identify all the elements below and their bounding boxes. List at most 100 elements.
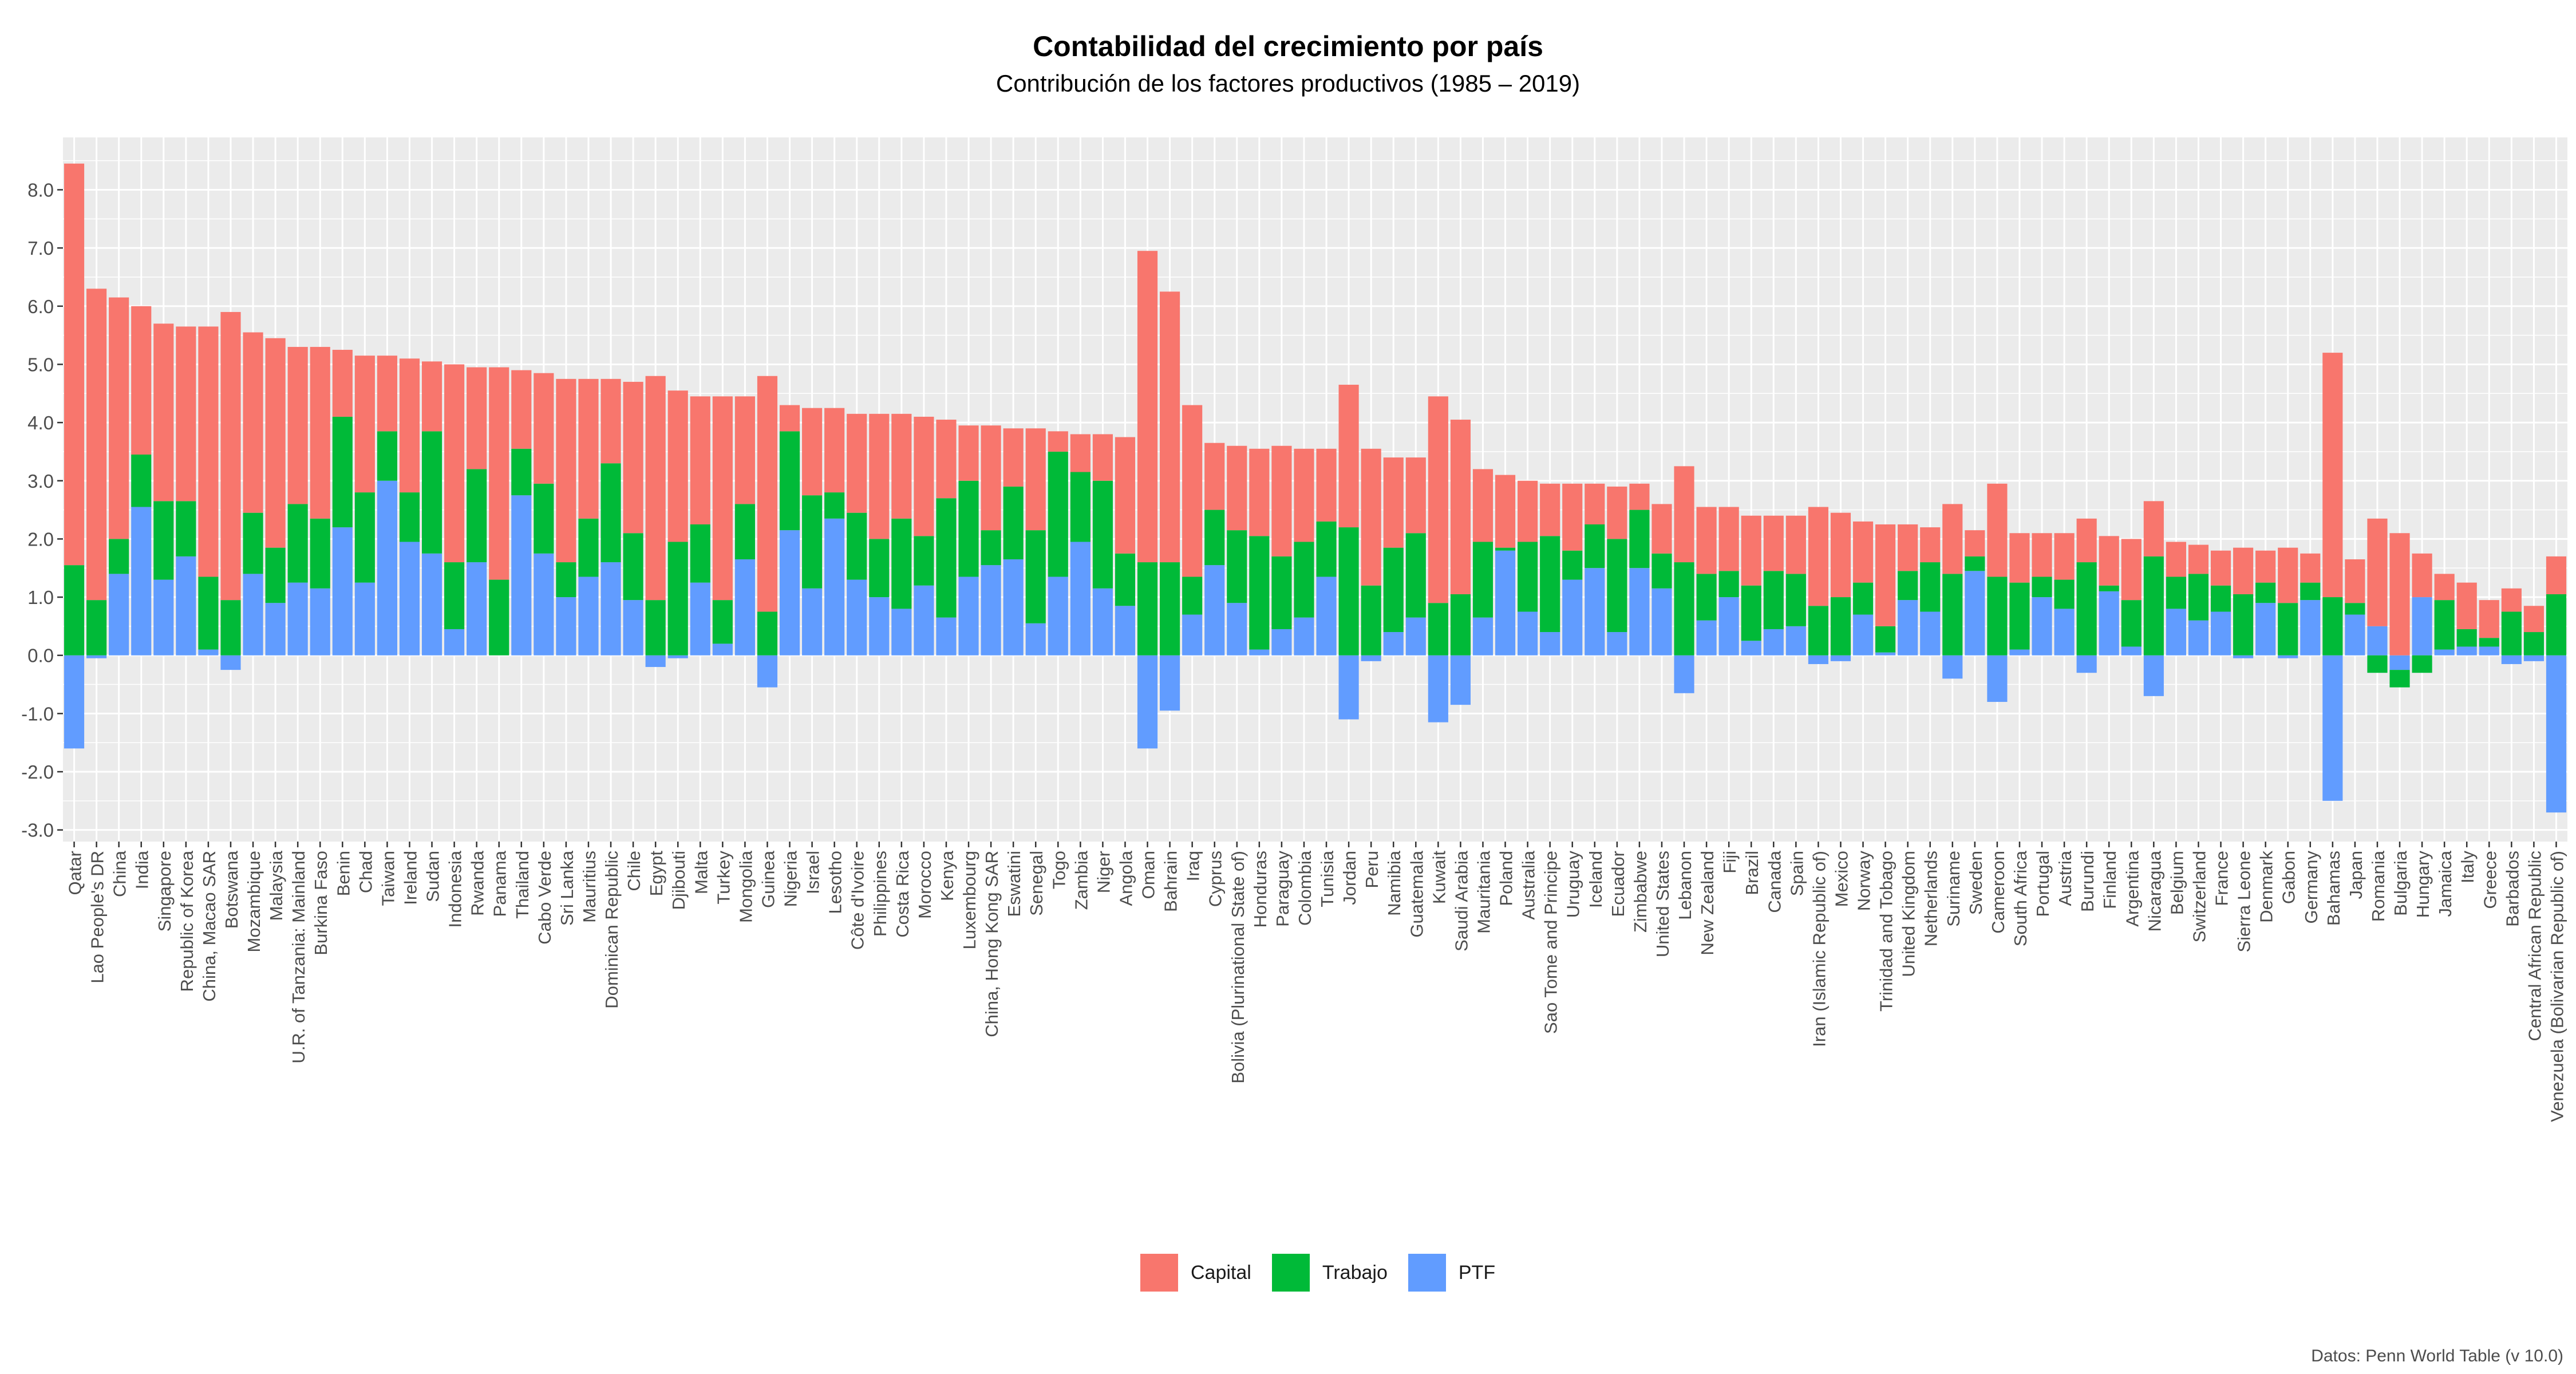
bar-trabajo-60 (1405, 533, 1426, 618)
x-tick-label: Finland (2100, 851, 2120, 909)
bar-trabajo-46 (1092, 480, 1113, 589)
bar-trabajo-44 (1048, 451, 1068, 577)
y-tick-label: 4.0 (27, 412, 54, 433)
bar-trabajo-104 (2389, 670, 2410, 688)
bar-capital-49 (1160, 291, 1180, 563)
bar-trabajo-13 (354, 492, 375, 583)
bar-capital-38 (914, 416, 934, 536)
bar-ptf-73 (1696, 620, 1717, 656)
bar-capital-109 (2501, 588, 2522, 612)
bar-capital-58 (1361, 448, 1381, 586)
bar-trabajo-3 (131, 455, 152, 507)
bar-trabajo-33 (802, 495, 823, 589)
bar-ptf-97 (2233, 655, 2254, 658)
bar-trabajo-24 (600, 463, 621, 563)
bar-capital-23 (578, 378, 599, 519)
x-tick-label: Kuwait (1429, 851, 1449, 904)
bar-capital-75 (1741, 515, 1761, 586)
bar-capital-77 (1785, 515, 1806, 574)
bar-capital-37 (891, 413, 912, 519)
bar-capital-104 (2389, 533, 2410, 656)
bar-capital-18 (467, 367, 487, 469)
bar-trabajo-95 (2188, 574, 2209, 621)
x-tick-label: Bulgaria (2391, 850, 2411, 915)
bar-ptf-27 (667, 655, 688, 658)
bar-ptf-17 (444, 629, 465, 656)
bar-capital-54 (1271, 445, 1292, 556)
bar-trabajo-35 (847, 512, 867, 580)
bar-capital-81 (1875, 524, 1896, 626)
bar-trabajo-29 (712, 600, 733, 644)
bar-capital-28 (690, 396, 710, 524)
legend-key-ptf (1408, 1254, 1446, 1292)
bar-trabajo-37 (891, 518, 912, 609)
x-tick-label: Djibouti (669, 851, 689, 910)
bar-ptf-95 (2188, 620, 2209, 656)
bar-trabajo-89 (2054, 579, 2075, 609)
bar-ptf-67 (1562, 579, 1583, 656)
bars (64, 163, 2567, 813)
x-tick-label: Burkina Faso (311, 851, 331, 956)
bar-trabajo-22 (556, 562, 576, 598)
bar-capital-101 (2322, 353, 2343, 598)
bar-trabajo-19 (489, 579, 509, 656)
bar-trabajo-32 (779, 431, 800, 531)
x-tick-label: Uruguay (1563, 851, 1583, 918)
bar-ptf-50 (1182, 614, 1203, 656)
bar-capital-9 (265, 338, 286, 548)
x-tick-label: Peru (1362, 851, 1382, 888)
bar-ptf-66 (1540, 632, 1560, 656)
bar-ptf-0 (64, 655, 85, 749)
bar-capital-90 (2076, 518, 2097, 563)
bar-trabajo-108 (2479, 638, 2499, 647)
x-tick-label: Switzerland (2189, 851, 2209, 942)
bar-capital-89 (2054, 533, 2075, 580)
bar-trabajo-17 (444, 562, 465, 629)
bar-capital-72 (1674, 466, 1694, 563)
x-tick-label: Nigeria (781, 850, 801, 907)
bar-trabajo-2 (109, 539, 129, 574)
bar-trabajo-82 (1898, 571, 1918, 601)
bar-trabajo-25 (623, 533, 643, 601)
x-tick-label: Iraq (1183, 851, 1203, 881)
bar-trabajo-56 (1316, 521, 1337, 577)
bar-ptf-12 (332, 527, 353, 656)
bar-trabajo-42 (1003, 486, 1024, 559)
bar-trabajo-66 (1540, 536, 1560, 633)
bar-ptf-37 (891, 609, 912, 656)
bar-capital-57 (1338, 385, 1359, 528)
x-tick-label: United States (1653, 851, 1673, 957)
x-tick-label: Belgium (2167, 851, 2187, 915)
bar-ptf-63 (1472, 617, 1494, 656)
bar-trabajo-41 (981, 530, 1001, 566)
bar-ptf-53 (1249, 649, 1270, 656)
bar-ptf-88 (2032, 597, 2052, 656)
x-tick-label: South Africa (2010, 850, 2030, 946)
bar-capital-46 (1092, 434, 1113, 481)
x-tick-label: Dominican Republic (602, 851, 622, 1009)
bar-trabajo-26 (645, 600, 666, 656)
x-tick-label: Lesotho (825, 851, 846, 914)
x-tick-label: Cabo Verde (535, 851, 555, 945)
x-tick-label: Barbados (2502, 851, 2522, 927)
bar-capital-5 (176, 326, 196, 502)
legend-item-capital: Capital (1140, 1254, 1251, 1292)
x-tick-label: Côte d'Ivoire (848, 851, 868, 950)
bar-trabajo-7 (220, 600, 241, 656)
x-tick-label: Malta (691, 850, 711, 894)
bar-ptf-31 (757, 655, 778, 688)
bar-trabajo-67 (1562, 550, 1583, 580)
x-tick-label: Bahrain (1161, 851, 1181, 912)
x-tick-label: Saudi Arabia (1451, 850, 1471, 951)
bar-trabajo-43 (1025, 530, 1046, 623)
x-tick-label: Germany (2301, 851, 2321, 924)
y-axis: 8.0 7.0 6.0 5.0 4.0 3.0 2.0 1.0 0.0 -1.0 -2.0 -3.0 (21, 179, 63, 841)
x-tick-label: Portugal (2033, 851, 2053, 917)
x-tick-label: Panama (490, 850, 510, 917)
x-tick-label: Luxembourg (959, 851, 979, 949)
bar-capital-0 (64, 163, 85, 566)
bar-trabajo-63 (1472, 542, 1494, 618)
bar-capital-29 (712, 396, 733, 601)
bar-capital-69 (1607, 486, 1627, 539)
bar-ptf-78 (1808, 655, 1828, 664)
